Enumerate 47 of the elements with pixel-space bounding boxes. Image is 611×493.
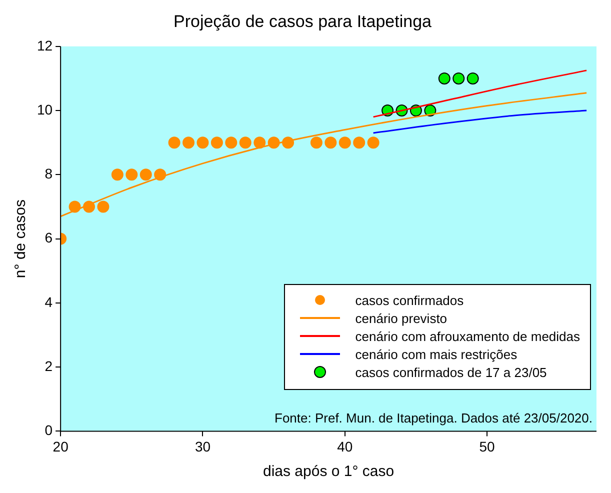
y-tick-label: 0 <box>44 422 53 438</box>
point <box>68 200 81 213</box>
chart-title: Projeção de casos para Itapetinga <box>173 12 432 31</box>
legend-label: cenário com afrouxamento de medidas <box>355 328 580 344</box>
y-tick-label: 10 <box>36 101 53 118</box>
x-tick-label: 30 <box>194 438 211 454</box>
point <box>154 168 166 181</box>
line-series <box>372 110 588 134</box>
annotation: Fonte: Pref. Mun. de Itapetinga. Dados até 23/05/2020. <box>274 410 592 426</box>
point <box>97 200 110 213</box>
legend-label: casos confirmados de 17 a 23/05 <box>355 364 547 380</box>
point <box>239 136 252 149</box>
legend-label: cenário com mais restrições <box>355 346 518 362</box>
x-tick-label: 50 <box>479 438 496 454</box>
point <box>254 136 266 149</box>
point <box>210 136 223 149</box>
line-series <box>60 92 588 218</box>
point <box>83 200 96 213</box>
y-tick-label: 6 <box>44 230 53 246</box>
y-tick-label: 12 <box>36 37 53 54</box>
point <box>452 72 465 84</box>
point <box>196 136 209 149</box>
point <box>111 168 124 181</box>
point <box>367 136 380 149</box>
legend-label: casos confirmados <box>355 292 464 308</box>
point <box>282 136 294 149</box>
y-tick-label: 4 <box>44 294 53 310</box>
legend-label: cenário previsto <box>355 310 448 326</box>
y-axis-title: n° de casos <box>12 200 30 278</box>
point <box>438 72 450 84</box>
point <box>140 168 152 181</box>
y-tick-label: 8 <box>44 166 53 182</box>
x-tick-label: 20 <box>52 438 69 454</box>
point <box>126 168 138 181</box>
point <box>338 136 351 149</box>
point <box>182 136 195 149</box>
point <box>268 136 280 149</box>
y-tick-label: 2 <box>44 358 53 374</box>
point <box>466 72 479 84</box>
point <box>225 136 238 149</box>
x-axis-title: dias após o 1° caso <box>262 463 394 480</box>
point <box>310 136 322 149</box>
line-series <box>372 70 588 118</box>
x-tick-label: 40 <box>337 438 353 454</box>
point <box>324 136 337 149</box>
point <box>168 136 180 149</box>
point <box>353 136 366 149</box>
